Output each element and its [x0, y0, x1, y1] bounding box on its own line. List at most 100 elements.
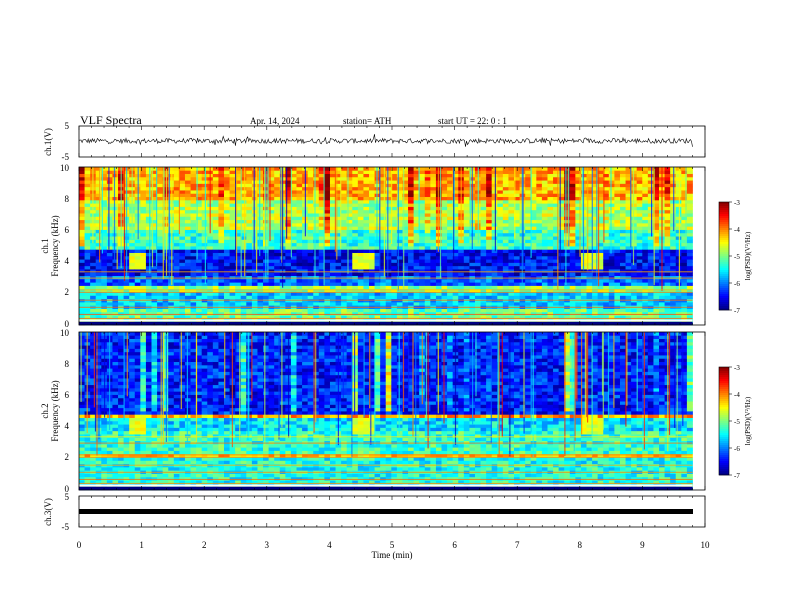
spectrogram-cell [636, 252, 643, 257]
spectrogram-cell [196, 269, 203, 273]
spectrogram-cell [603, 226, 610, 230]
spectrogram-cell [564, 275, 571, 280]
spectrogram-cell [452, 222, 459, 227]
spectrogram-cell [218, 285, 225, 290]
spectrogram-cell [391, 229, 398, 234]
spectrogram-cell [402, 170, 409, 174]
spectrogram-cell [290, 282, 297, 286]
spectrogram-cell [452, 190, 459, 194]
spectrogram-cell [246, 252, 253, 257]
spectrogram-cell [274, 249, 281, 253]
spectrogram-cell [235, 249, 242, 253]
spectrogram-cell [90, 265, 97, 270]
spectrogram-cell [525, 206, 532, 211]
spectrogram-cell [614, 219, 621, 224]
spectrogram-cell [408, 180, 415, 184]
spectrogram-cell [502, 285, 509, 290]
spectrogram-cell [79, 232, 85, 237]
spectrogram-cell [441, 176, 448, 181]
spectrogram-cell [380, 252, 387, 257]
spectrogram-cell [491, 222, 498, 227]
spectrogram-cell [134, 255, 141, 260]
spectrogram-cell [218, 199, 225, 204]
spectrogram-cell [168, 285, 175, 290]
spectrogram-cell [145, 285, 152, 290]
spectrogram-cell [235, 193, 242, 198]
spectrogram-cell [636, 180, 643, 184]
spectrogram-cell [463, 242, 470, 247]
spectrogram-cell [547, 308, 554, 313]
spectrogram-cell [151, 186, 158, 191]
spectrogram-cell [106, 288, 113, 293]
spectrogram-cell [380, 213, 387, 217]
spectrogram-cell [514, 295, 520, 300]
spectrogram-cell [580, 308, 587, 313]
spectrogram-cell [251, 288, 258, 293]
spectrogram-cell [441, 308, 448, 313]
spectrogram-cell [569, 199, 576, 204]
spectrogram-cell [151, 183, 158, 188]
spectrogram-cell [575, 295, 582, 300]
spectrogram-cell [112, 249, 119, 253]
spectrogram-cell [184, 209, 191, 214]
spectrogram-cell [346, 246, 353, 250]
spectrogram-cell [229, 222, 236, 227]
spectrogram-cell [619, 295, 626, 300]
spectrogram-cell [201, 278, 208, 283]
spectrogram-cell [95, 219, 102, 224]
spectrogram-cell [235, 288, 242, 293]
spectrogram-cell [251, 190, 258, 194]
spectrogram-cell [447, 255, 454, 260]
spectrogram-cell [346, 255, 353, 260]
spectrogram-cell [318, 196, 325, 201]
spectrogram-cell [296, 226, 303, 230]
spectrogram-cell [101, 199, 108, 204]
spectrogram-cell [134, 239, 141, 244]
spectrogram-cell [441, 301, 448, 306]
spectrogram-cell [268, 167, 275, 171]
spectrogram-cell [553, 301, 560, 306]
spectrogram-cell [229, 278, 236, 283]
spectrogram-cell [625, 255, 632, 260]
spectrogram-cell [508, 285, 515, 290]
spectrogram-cell [240, 196, 247, 201]
spectrogram-cell [608, 186, 615, 191]
spectrogram-cell [341, 239, 348, 244]
spectrogram-cell [424, 311, 431, 316]
spectrogram-cell [452, 196, 459, 201]
spectrogram-cell [597, 295, 604, 300]
spectrogram-cell [162, 301, 169, 306]
spectrogram-cell [486, 186, 493, 191]
spectrogram-cell [385, 315, 392, 319]
spectrogram-cell [575, 255, 582, 260]
spectrogram-cell [419, 176, 426, 181]
spectrogram-cell [541, 272, 548, 277]
spectrogram-cell [290, 226, 297, 230]
spectrogram-cell [564, 242, 571, 247]
spectrogram-cell [502, 272, 509, 277]
spectrogram-cell [346, 269, 353, 273]
spectrogram-cell [391, 285, 398, 290]
spectrogram-cell [369, 249, 375, 253]
spectrogram-cell [430, 278, 437, 283]
spectrogram-cell [134, 285, 141, 290]
spectrogram-cell [101, 278, 108, 283]
spectrogram-cell [385, 246, 392, 250]
spectrogram-cell [447, 311, 454, 316]
spectrogram-cell [101, 252, 108, 257]
spectrogram-cell [614, 311, 621, 316]
spectrogram-cell [603, 255, 610, 260]
spectrogram-cell [558, 170, 565, 174]
spectrogram-cell [636, 213, 643, 217]
spectrogram-cell [413, 311, 420, 316]
spectrogram-cell [491, 311, 498, 316]
spectrogram-cell [480, 236, 487, 240]
spectrogram-cell [251, 242, 258, 247]
spectrogram-cell [246, 170, 253, 174]
spectrogram-cell [302, 246, 309, 250]
spectrogram-cell [184, 170, 191, 174]
spectrogram-cell [547, 255, 554, 260]
spectrogram-cell [184, 288, 191, 293]
spectrogram-cell [251, 196, 258, 201]
spectrogram-cell [463, 196, 470, 201]
